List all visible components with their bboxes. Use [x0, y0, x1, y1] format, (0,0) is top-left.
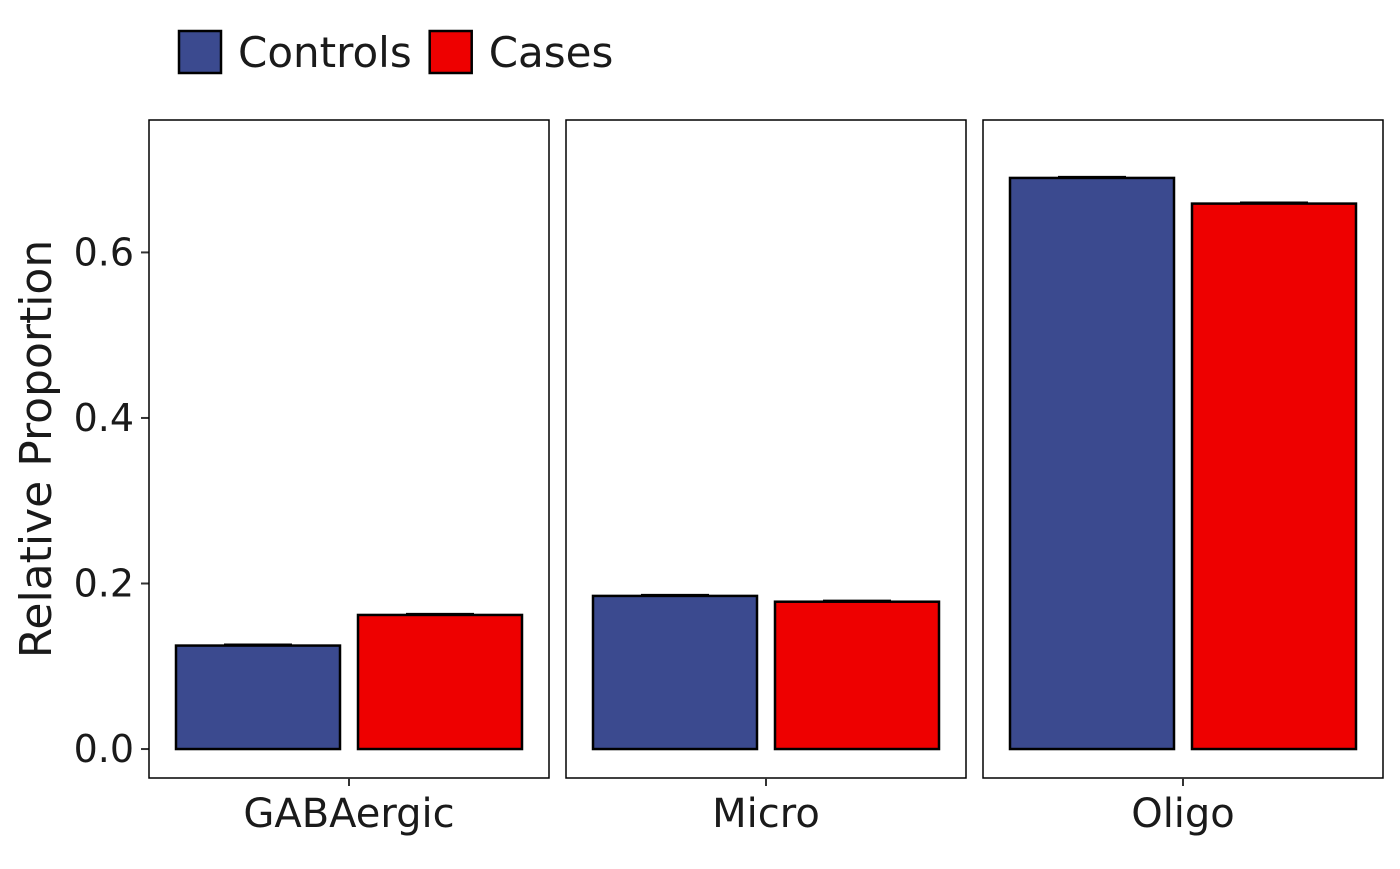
legend-label-controls: Controls [238, 28, 412, 77]
panel-micro: Micro [565, 119, 967, 837]
bar-micro-cases [773, 600, 941, 751]
x-tick-label-gabaergic: GABAergic [243, 791, 454, 837]
legend-label-cases: Cases [489, 28, 614, 77]
bar-oligo-controls [1008, 176, 1176, 751]
panel-oligo: Oligo [982, 119, 1384, 837]
y-tick-label: 0.4 [74, 396, 134, 440]
legend-key-cases [428, 29, 473, 75]
bar-oligo-cases [1190, 202, 1358, 751]
y-tick-label: 0.0 [74, 727, 134, 771]
y-tick-label: 0.2 [74, 561, 134, 605]
legend-key-controls [177, 29, 223, 75]
bar-gabaergic-cases [356, 613, 524, 751]
y-axis: 0.0 0.2 0.4 0.6 Relative Proportion [11, 230, 149, 771]
x-tick-label-oligo: Oligo [1131, 791, 1235, 837]
panel-gabaergic: GABAergic [148, 119, 550, 837]
bar-gabaergic-controls [174, 644, 342, 751]
y-tick-label: 0.6 [74, 230, 134, 274]
y-axis-title: Relative Proportion [11, 240, 62, 658]
bar-micro-controls [591, 594, 759, 751]
legend: Controls Cases [177, 28, 614, 77]
facet-panels: GABAergic Micro Oligo [148, 119, 1384, 837]
x-tick-label-micro: Micro [712, 791, 820, 837]
